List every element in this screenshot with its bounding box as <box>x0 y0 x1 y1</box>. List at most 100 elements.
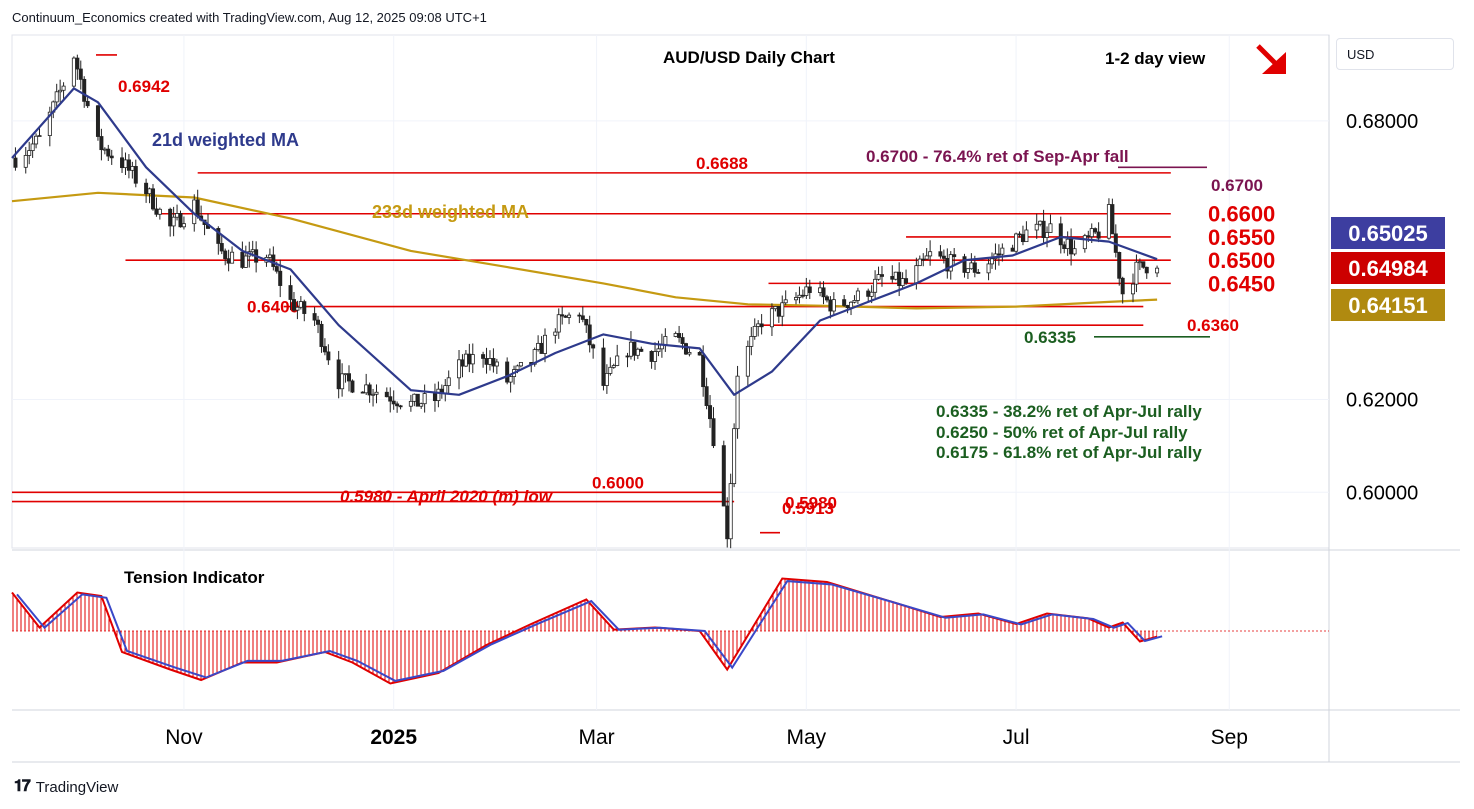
candle-body <box>30 143 35 151</box>
candle-body <box>1110 204 1115 235</box>
candle-body <box>505 361 510 383</box>
candle-body <box>567 314 572 318</box>
candle-body <box>371 393 376 396</box>
candle-body <box>216 228 221 244</box>
candle-body <box>336 359 341 390</box>
candle-body <box>316 319 321 325</box>
candle-body <box>508 376 513 383</box>
candle-body <box>1120 277 1125 295</box>
candle-body <box>580 315 585 320</box>
candle-body <box>374 391 379 395</box>
candle-body <box>904 278 909 284</box>
candle-body <box>1106 204 1111 239</box>
x-tick-label: Jul <box>1003 726 1030 749</box>
candle-body <box>71 57 76 87</box>
candle-body <box>322 346 327 353</box>
candle-body <box>106 148 111 157</box>
candle-body <box>178 213 183 228</box>
candle-body <box>120 157 125 169</box>
candle-body <box>797 294 802 298</box>
candle-body <box>147 188 152 195</box>
candle-body <box>13 157 18 168</box>
candle-body <box>532 349 537 365</box>
ret-382-label: 0.6335 - 38.2% ret of Apr-Jul rally <box>936 402 1202 421</box>
candle-body <box>230 251 235 264</box>
candle-body <box>1010 247 1015 252</box>
candle-body <box>948 254 953 272</box>
candle-body <box>804 286 809 296</box>
y-tick-label: 0.60000 <box>1346 482 1418 504</box>
candle-body <box>487 358 492 365</box>
level-label: 0.6360 <box>1187 316 1239 335</box>
candle-body <box>697 352 702 356</box>
x-tick-label: 2025 <box>370 726 417 749</box>
candle-body <box>721 445 726 507</box>
candle-body <box>326 351 331 361</box>
level-label: 0.5980 <box>785 494 837 513</box>
price-axis[interactable]: 0.68000 0.62000 0.60000 <box>1346 111 1418 504</box>
currency-selector[interactable]: USD <box>1336 38 1454 70</box>
candle-body <box>990 258 995 265</box>
candle-body <box>350 380 355 393</box>
candle-body <box>687 352 692 355</box>
candle-body <box>924 255 929 260</box>
candle-body <box>250 249 255 253</box>
candle-body <box>34 135 39 145</box>
price-badge-label: 0.64151 <box>1348 293 1428 318</box>
candle-body <box>171 216 176 227</box>
candle-body <box>37 135 42 137</box>
footer: 𝟏𝟕 TradingView <box>14 778 118 796</box>
candle-body <box>494 361 499 367</box>
candle-body <box>708 405 713 420</box>
tension-line-fast <box>11 577 1158 685</box>
candle-body <box>278 270 283 286</box>
candle-body <box>783 299 788 304</box>
price-badge <box>1331 217 1445 249</box>
candle-body <box>1038 220 1043 225</box>
candle-body <box>481 354 486 359</box>
candle-body <box>735 375 740 430</box>
candle-body <box>240 251 245 268</box>
candle-body <box>319 323 324 347</box>
candle-body <box>914 265 919 284</box>
candle-body <box>1141 261 1146 268</box>
level-label: 0.6450 <box>1208 271 1275 296</box>
candle-body <box>821 287 826 298</box>
candle-body <box>398 405 403 408</box>
chart-title: AUD/USD Daily Chart <box>663 48 835 67</box>
candle-body <box>1155 267 1160 274</box>
candle-body <box>711 418 716 447</box>
time-axis[interactable]: Nov 2025 Mar May Jul Sep <box>165 726 1248 749</box>
candle-body <box>1041 220 1046 238</box>
candle-body <box>271 254 276 267</box>
candle-body <box>1065 238 1070 249</box>
candle-body <box>168 208 173 227</box>
candle-body <box>869 291 874 297</box>
candle-body <box>175 213 180 218</box>
lvl-6335-label: 0.6335 <box>1024 328 1076 347</box>
candle-body <box>604 373 609 386</box>
candle-body <box>677 333 682 338</box>
candle-body <box>560 314 565 317</box>
candle-body <box>133 166 138 184</box>
x-tick-label: Sep <box>1211 726 1248 749</box>
candle-body <box>649 350 654 362</box>
ma21-line <box>11 87 1158 396</box>
candle-body <box>422 393 427 405</box>
candle-body <box>102 148 107 151</box>
candle-body <box>921 258 926 261</box>
candle-body <box>972 262 977 273</box>
candle-body <box>408 400 413 407</box>
candle-body <box>732 428 737 485</box>
candle-body <box>154 208 159 215</box>
candle-body <box>1082 235 1087 250</box>
candle-body <box>780 302 785 317</box>
candle-body <box>866 290 871 297</box>
x-tick-label: Nov <box>165 726 203 749</box>
candle-body <box>144 182 149 195</box>
candle-body <box>1062 244 1067 249</box>
candle-body <box>807 286 812 293</box>
candle-body <box>701 354 706 388</box>
y-tick-label: 0.68000 <box>1346 111 1418 133</box>
